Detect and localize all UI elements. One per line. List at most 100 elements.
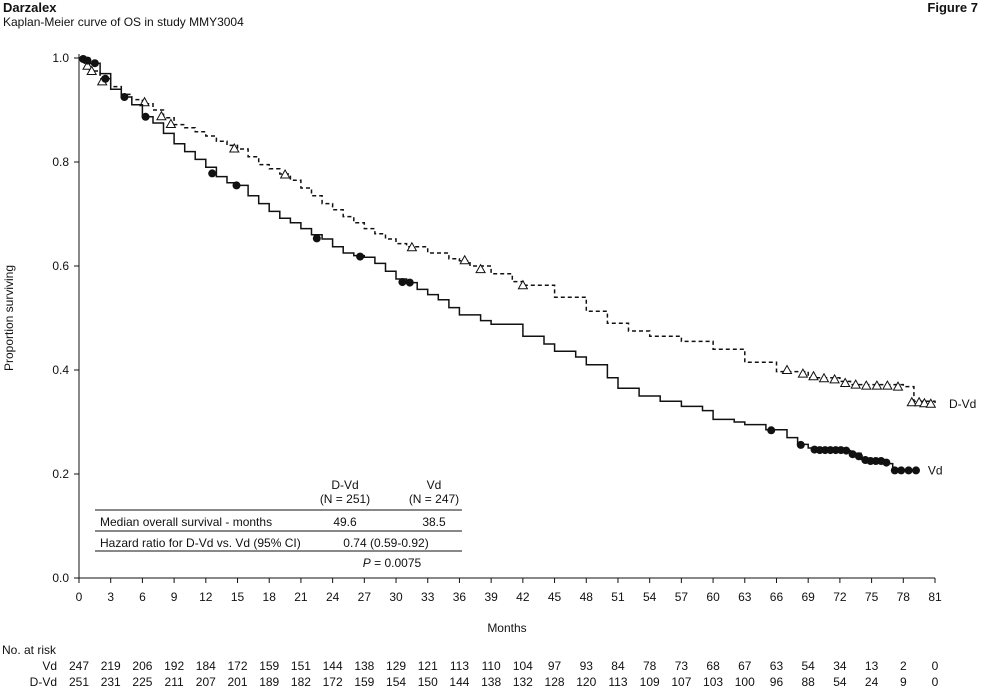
at-risk-value: 184	[196, 659, 216, 673]
x-tick-label: 27	[358, 590, 372, 604]
at-risk-value: 150	[418, 675, 438, 689]
table-row-label: Median overall survival - months	[100, 515, 272, 529]
censor-marker-d-vd	[882, 380, 893, 390]
censor-marker-d-vd	[165, 118, 177, 128]
y-tick-label: 1.0	[52, 51, 69, 65]
at-risk-value: 144	[323, 659, 343, 673]
at-risk-value: 0	[932, 675, 939, 689]
censor-marker-d-vd	[459, 254, 471, 265]
at-risk-value: 93	[580, 659, 594, 673]
at-risk-value: 97	[548, 659, 562, 673]
at-risk-value: 231	[101, 675, 121, 689]
at-risk-value: 54	[833, 675, 847, 689]
at-risk-value: 225	[132, 675, 152, 689]
at-risk-value: 247	[69, 659, 89, 673]
at-risk-table: No. at risk Vd 247 219 206 192 184 172 159 151 144…	[2, 643, 939, 689]
at-risk-value: 172	[323, 675, 343, 689]
censor-marker-vd	[405, 278, 414, 287]
censor-marker-vd	[141, 112, 150, 121]
censor-marker-d-vd	[797, 368, 809, 378]
at-risk-value: 251	[69, 675, 89, 689]
x-tick-label: 54	[643, 590, 657, 604]
x-tick-label: 78	[897, 590, 911, 604]
censor-marker-d-vd	[156, 110, 167, 121]
at-risk-value: 207	[196, 675, 216, 689]
at-risk-row-label: Vd	[42, 659, 57, 673]
y-axis-title: Proportion surviving	[2, 265, 16, 371]
p-value-symbol: P	[363, 556, 371, 570]
at-risk-value: 73	[675, 659, 689, 673]
y-tick-label: 0.2	[52, 467, 69, 481]
censor-marker-vd	[101, 74, 110, 83]
at-risk-value: 120	[576, 675, 596, 689]
x-tick-label: 51	[611, 590, 625, 604]
chart-subtitle: Kaplan-Meier curve of OS in study MMY300…	[3, 15, 244, 29]
at-risk-title: No. at risk	[2, 643, 57, 657]
censor-marker-d-vd	[279, 168, 291, 179]
x-tick-label: 42	[516, 590, 530, 604]
at-risk-value: 110	[482, 659, 501, 673]
y-tick-label: 0.8	[52, 155, 69, 169]
censor-marker-d-vd	[919, 397, 930, 408]
x-tick-label: 66	[770, 590, 784, 604]
censor-marker-vd	[904, 466, 913, 475]
x-tick-label: 57	[675, 590, 689, 604]
censor-marker-d-vd	[892, 381, 904, 391]
at-risk-value: 151	[291, 659, 311, 673]
brand-name: Darzalex	[3, 0, 57, 15]
censor-marker-vd	[90, 59, 99, 68]
x-tick-label: 6	[139, 590, 146, 604]
at-risk-value: 192	[164, 659, 184, 673]
x-tick-label: 18	[263, 590, 277, 604]
at-risk-value: 63	[770, 659, 784, 673]
censor-marker-vd	[897, 466, 906, 475]
censor-marker-d-vd	[860, 380, 872, 390]
at-risk-value: 138	[481, 675, 501, 689]
x-tick-label: 69	[802, 590, 816, 604]
at-risk-value: 132	[513, 675, 533, 689]
at-risk-value: 96	[770, 675, 784, 689]
censor-marker-vd	[854, 452, 863, 461]
x-tick-label: 24	[326, 590, 340, 604]
at-risk-value: 78	[643, 659, 657, 673]
censor-marker-d-vd	[139, 96, 150, 107]
censor-marker-vd	[882, 458, 891, 467]
at-risk-value: 13	[865, 659, 879, 673]
censor-marker-d-vd	[925, 398, 937, 408]
table-cell: 38.5	[422, 515, 446, 529]
censor-marker-d-vd	[517, 279, 529, 290]
table-row-label: Hazard ratio for D-Vd vs. Vd (95% CI)	[100, 536, 301, 550]
p-value-text: = 0.0075	[371, 556, 422, 570]
x-tick-label: 12	[199, 590, 213, 604]
x-tick-label: 0	[76, 590, 83, 604]
header: Darzalex Kaplan-Meier curve of OS in stu…	[3, 0, 244, 29]
censor-marker-d-vd	[839, 377, 851, 387]
at-risk-value: 154	[386, 675, 406, 689]
at-risk-value: 9	[900, 675, 907, 689]
at-risk-value: 159	[259, 659, 279, 673]
censor-marker-d-vd	[808, 370, 819, 381]
series-end-label: D-Vd	[949, 397, 976, 411]
table-col-header: D-Vd	[331, 478, 358, 492]
censor-marker-vd	[848, 450, 857, 459]
at-risk-value: 24	[865, 675, 879, 689]
censor-marker-vd	[120, 93, 129, 101]
censor-marker-d-vd	[818, 372, 830, 383]
summary-table: D-Vd(N = 251) Vd(N = 247) Median overall s…	[95, 478, 462, 570]
censor-marker-d-vd	[406, 241, 418, 252]
at-risk-value: 67	[738, 659, 752, 673]
at-risk-value: 103	[703, 675, 723, 689]
at-risk-value: 34	[833, 659, 847, 673]
x-tick-label: 72	[833, 590, 847, 604]
at-risk-value: 128	[545, 675, 565, 689]
censor-marker-vd	[356, 252, 365, 261]
at-risk-value: 219	[101, 659, 121, 673]
at-risk-value: 0	[932, 659, 939, 673]
x-tick-label: 39	[484, 590, 498, 604]
x-tick-label: 63	[738, 590, 752, 604]
table-col-header: Vd	[427, 478, 442, 492]
at-risk-value: 113	[450, 659, 469, 673]
series-layer: D-Vd Vd	[79, 55, 976, 477]
censor-marker-vd	[208, 169, 217, 178]
